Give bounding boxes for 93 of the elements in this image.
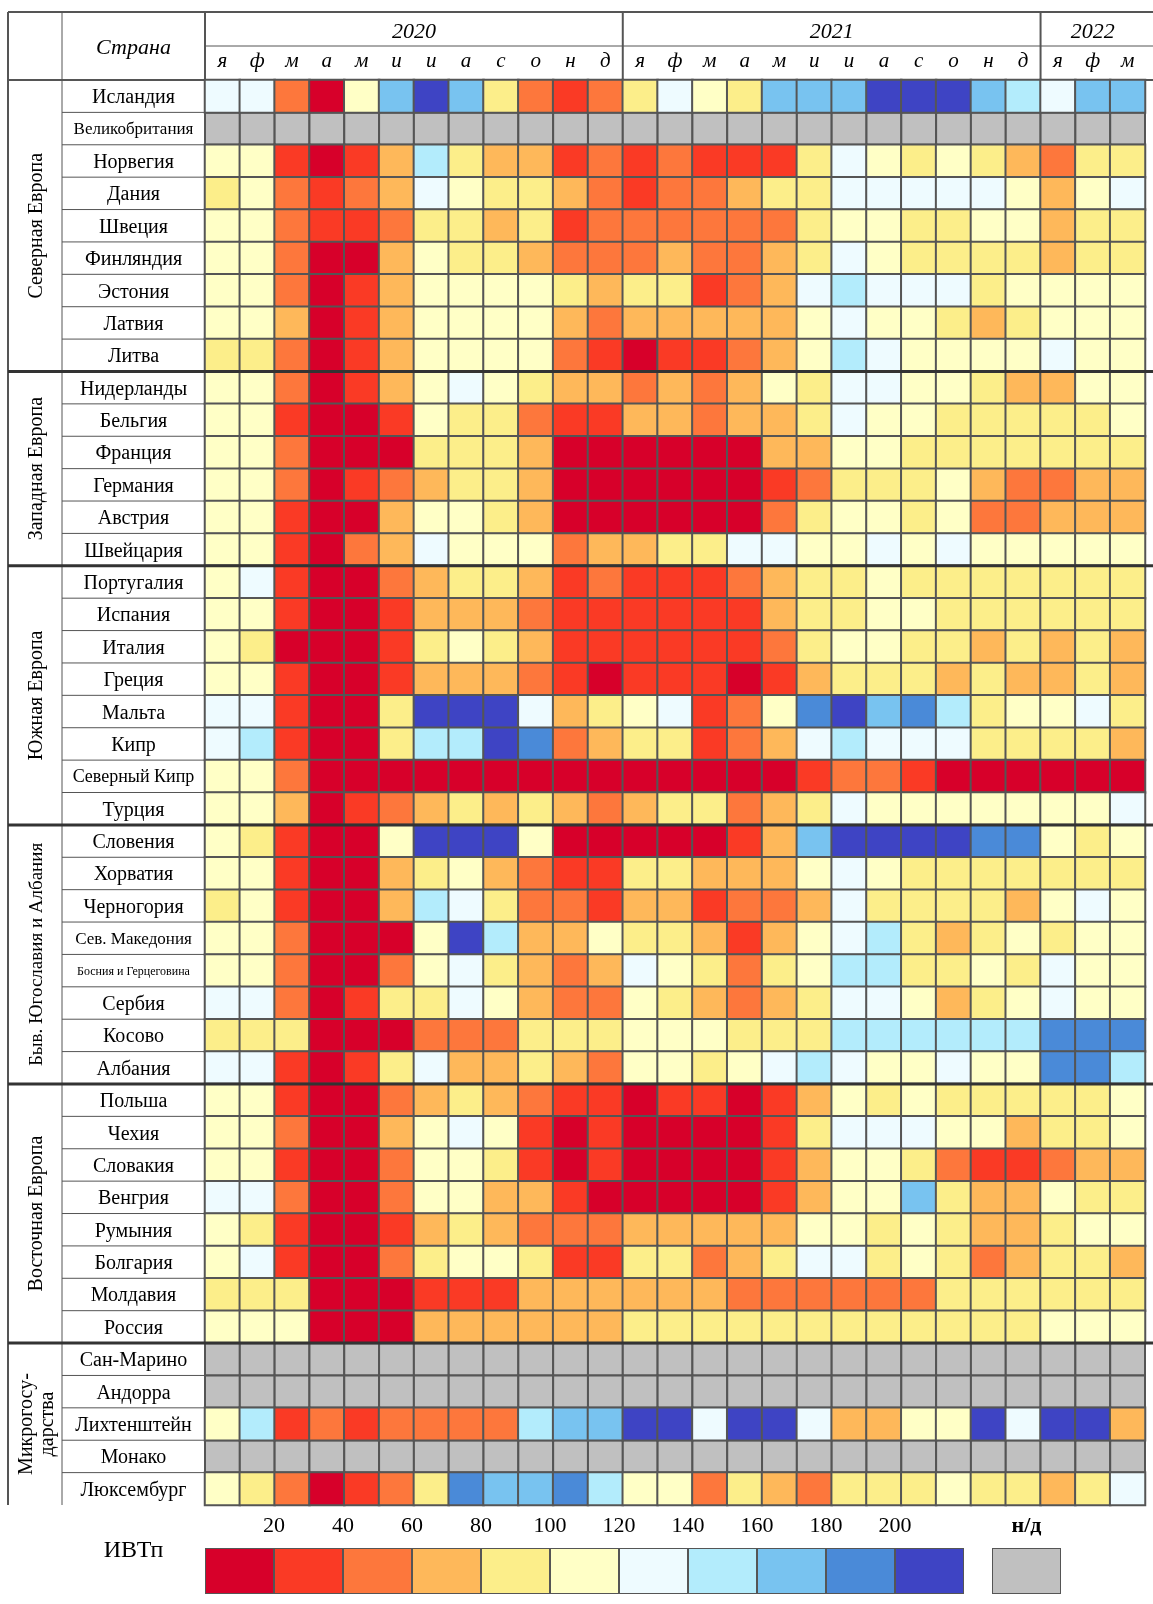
y-tick-label: Лихтенштейн (75, 1413, 193, 1436)
text: н/д (1011, 1512, 1042, 1538)
y-tick-label: Косово (102, 1024, 165, 1047)
y-tick-label: Босния и Герцеговина (77, 963, 191, 978)
y-tick-label: Болгария (94, 1251, 173, 1275)
x-tick-label: м (1119, 47, 1135, 72)
color-bar-title: ИВТп (103, 1536, 164, 1563)
y-tick-label: Великобритания (73, 119, 194, 139)
text: Восточная Европа (24, 1135, 47, 1292)
y-tick-label: Нидерланды (79, 376, 188, 400)
x-tick-label: а (878, 47, 890, 72)
x-tick-label: д (1017, 47, 1029, 72)
text: 2020 (391, 17, 436, 43)
y-tick-label: Франция (95, 441, 172, 465)
color-bar-label: 20 (263, 1512, 285, 1538)
x-tick-label: я (1052, 47, 1063, 72)
y-axis-title: Страна (96, 33, 171, 59)
y-tick-label: Мальта (101, 700, 166, 723)
text: 2022 (1070, 17, 1115, 43)
color-bar-label: 160 (740, 1512, 774, 1538)
x-tick-label: м (702, 47, 717, 72)
y-tick-label: Румыния (94, 1218, 173, 1242)
y-tick-label: Хорватия (93, 862, 174, 886)
x-tick-label: с (914, 47, 925, 72)
y-tick-label: Албания (96, 1056, 171, 1079)
x-tick-label: я (216, 47, 228, 72)
color-bar-label: 180 (809, 1512, 843, 1538)
color-bar-label: 80 (470, 1512, 492, 1538)
y-tick-label: Эстония (97, 279, 170, 302)
y-tick-label: Кипр (111, 732, 156, 756)
x-tick-label: н (565, 47, 576, 72)
y-tick-label: Чехия (107, 1121, 160, 1144)
y-tick-label: Финляндия (84, 247, 183, 271)
y-tick-label: Германия (93, 473, 174, 497)
y-tick-label: Дания (106, 182, 161, 206)
y-tick-label: Бельгия (99, 409, 168, 432)
text: Микрогосу- дарства (13, 1373, 58, 1475)
x-tick-label: д (600, 47, 611, 72)
x-tick-label: с (496, 47, 507, 72)
x-tick-label: н (983, 47, 994, 72)
y-tick-label: Исландия (92, 85, 175, 109)
x-tick-label: и (843, 47, 855, 72)
y-tick-label: Швейцария (84, 538, 183, 562)
y-tick-label: Молдавия (90, 1283, 177, 1307)
x-tick-label: я (634, 47, 646, 72)
x-tick-label: ф (1085, 47, 1101, 72)
x-tick-label: и (391, 47, 402, 72)
x-tick-label: а (321, 47, 333, 72)
x-tick-label: м (284, 47, 299, 72)
color-bar-label: 140 (671, 1512, 705, 1538)
y-tick-label: Черногория (83, 894, 184, 918)
y-tick-label: Сев. Македония (75, 928, 192, 948)
x-tick-label: о (530, 47, 541, 72)
color-bar-label: 100 (533, 1512, 567, 1538)
y-tick-label: Испания (96, 603, 171, 626)
y-tick-label: Северный Кипр (72, 766, 195, 787)
x-tick-label: м (353, 47, 369, 72)
x-tick-label: а (460, 47, 472, 72)
x-tick-label: м (771, 47, 787, 72)
y-tick-label: Венгрия (97, 1186, 170, 1210)
color-bar-label: 40 (332, 1512, 354, 1538)
y-tick-label: Россия (104, 1315, 163, 1338)
y-tick-label: Словакия (93, 1153, 174, 1176)
y-tick-label: Сербия (102, 992, 165, 1016)
x-tick-label: о (948, 47, 959, 72)
y-tick-label: Сан-Марино (79, 1348, 188, 1372)
x-tick-label: ф (249, 47, 265, 72)
y-tick-label: Турция (102, 797, 165, 821)
y-tick-label: Латвия (103, 311, 164, 334)
y-tick-label: Швеция (99, 214, 168, 238)
y-tick-label: Австрия (97, 506, 170, 530)
text: Южная Европа (24, 630, 47, 761)
x-tick-label: и (426, 47, 437, 72)
text: Северная Европа (24, 152, 47, 299)
x-tick-label: а (739, 47, 750, 72)
text: Западная Европа (24, 396, 47, 541)
color-bar-label: 60 (401, 1512, 423, 1538)
y-tick-label: Польша (99, 1089, 168, 1112)
x-tick-label: ф (667, 47, 683, 72)
y-tick-label: Словения (92, 830, 175, 853)
text: Быв. Югославия и Албания (24, 842, 46, 1067)
text: 2021 (809, 17, 854, 43)
y-tick-label: Италия (102, 635, 165, 658)
y-tick-label: Греция (103, 668, 164, 692)
y-tick-label: Норвегия (93, 149, 174, 173)
y-tick-label: Португалия (83, 570, 184, 594)
x-tick-label: и (809, 47, 820, 72)
y-tick-label: Монако (100, 1445, 167, 1468)
y-tick-label: Андорра (96, 1380, 171, 1404)
y-tick-label: Литва (107, 344, 160, 367)
color-bar-label: 200 (878, 1512, 912, 1538)
color-bar-label: 120 (602, 1512, 636, 1538)
y-tick-label: Люксембург (80, 1477, 187, 1501)
